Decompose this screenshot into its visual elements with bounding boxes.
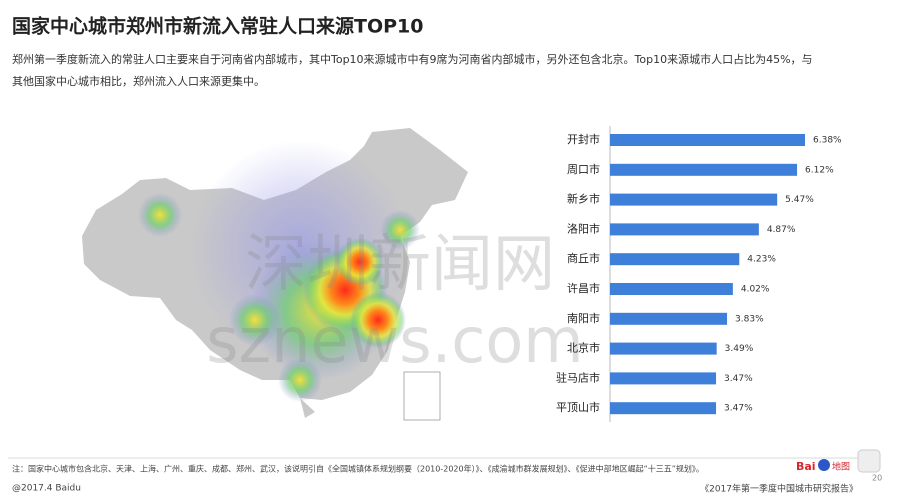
inset-box <box>403 371 441 421</box>
bar <box>610 134 805 146</box>
value-label: 4.23% <box>747 255 776 265</box>
category-label: 开封市 <box>567 132 600 146</box>
subtitle-line: 郑州第一季度新流入的常驻人口主要来自于河南省内部城市，其中Top10来源城市中有… <box>12 52 813 66</box>
value-label: 6.12% <box>805 165 834 175</box>
hainan <box>300 398 315 418</box>
category-label: 南阳市 <box>567 311 600 325</box>
heat-map <box>82 128 468 421</box>
bar <box>610 163 798 176</box>
value-label: 4.02% <box>741 285 770 295</box>
subtitle-line: 其他国家中心城市相比，郑州流入人口来源更集中。 <box>12 74 265 88</box>
page-number: 20 <box>872 474 882 483</box>
value-label: 3.83% <box>735 314 764 324</box>
watermark: 深圳新闻网 <box>245 227 555 300</box>
category-label: 许昌市 <box>567 281 600 295</box>
source: 《2017年第一季度中国城市研究报告》 <box>700 483 858 495</box>
heat-blob <box>350 292 406 348</box>
bar <box>610 193 778 206</box>
bar <box>610 342 717 355</box>
value-label: 3.47% <box>724 374 753 384</box>
category-label: 商丘市 <box>567 251 600 265</box>
bar <box>610 283 733 295</box>
bar <box>610 372 717 385</box>
title: 国家中心城市郑州市新流入常驻人口来源TOP10 <box>12 15 423 38</box>
heat-blob <box>336 238 384 286</box>
copyright: @2017.4 Baidu <box>12 484 81 494</box>
logo-text: Bai <box>796 460 816 473</box>
value-label: 4.87% <box>767 225 796 235</box>
heat-blob <box>229 294 281 346</box>
bar <box>610 223 759 236</box>
bar <box>610 402 717 415</box>
value-label: 3.49% <box>725 344 754 354</box>
category-label: 平顶山市 <box>556 400 600 414</box>
bar <box>610 253 740 266</box>
bar-chart: 开封市 6.38% 周口市 6.12% 新乡市 5.47% 洛阳市 4.87% 商丘市 4.23%… <box>556 126 842 422</box>
bar <box>610 312 728 325</box>
expand-button[interactable] <box>857 449 881 473</box>
category-label: 周口市 <box>567 162 600 176</box>
heat-blob <box>380 210 420 250</box>
watermark: sznews.com <box>206 304 583 377</box>
category-label: 驻马店市 <box>556 370 600 384</box>
value-label: 6.38% <box>813 136 842 146</box>
value-label: 3.47% <box>724 404 753 414</box>
footer-note: 注：国家中心城市包含北京、天津、上海、广州、重庆、成都、郑州、武汉，该说明引自《… <box>12 464 704 474</box>
logo-paw <box>818 459 830 471</box>
logo-text: 地图 <box>832 461 850 473</box>
category-label: 北京市 <box>567 341 600 355</box>
value-label: 5.47% <box>785 195 814 205</box>
heat-blob <box>138 193 182 237</box>
category-label: 洛阳市 <box>567 221 600 235</box>
heat-blob <box>278 358 322 402</box>
category-label: 新乡市 <box>567 192 600 206</box>
